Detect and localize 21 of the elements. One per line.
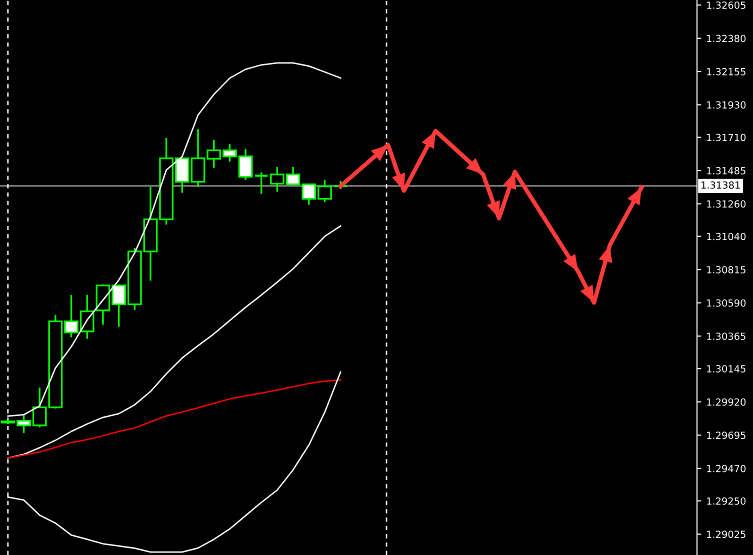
y-tick-label: 1.29250 (707, 497, 746, 505)
y-tick-label: 1.30590 (707, 299, 746, 307)
candlestick (254, 172, 269, 195)
y-tick-label: 1.30145 (707, 365, 746, 372)
y-tick-label: 1.32155 (707, 68, 746, 76)
y-tick-label: 1.31710 (707, 134, 746, 142)
line-series (7, 379, 342, 459)
y-tick-label: 1.29470 (707, 464, 746, 472)
y-tick-label: 1.29920 (707, 398, 746, 406)
y-tick-label: 1.30815 (707, 266, 746, 274)
ref-line-label: 1.31381 (702, 181, 740, 189)
y-tick-label: 1.30365 (707, 332, 746, 340)
y-tick-label: 1.31930 (707, 101, 746, 109)
y-tick-label: 1.29695 (707, 432, 746, 439)
y-tick-label: 1.31040 (707, 232, 746, 240)
y-tick-label: 1.32380 (707, 34, 746, 42)
y-tick-label: 1.31485 (707, 167, 746, 174)
y-tick-label: 1.32605 (707, 2, 746, 9)
y-tick-label: 1.29025 (707, 530, 746, 538)
y-tick-label: 1.31260 (707, 200, 746, 208)
line-series (338, 128, 644, 305)
